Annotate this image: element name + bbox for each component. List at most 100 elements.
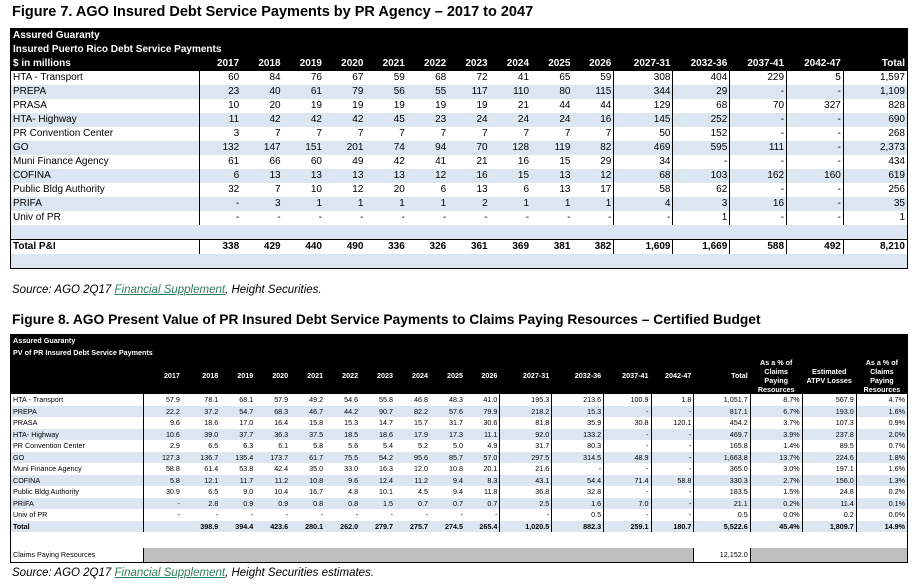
total-row: Total 398.9 394.4 423.6 280.1 262.0 279.7 275.7… [10,520,908,532]
total-cell: 280.1 [290,520,326,532]
table-cell: 1.6% [855,405,908,417]
column-header: 2022 [406,57,449,71]
table-cell: 1 [489,197,532,211]
table-cell: 8.3 [464,474,500,486]
table-cell: 100.9 [603,394,652,406]
table-cell: - [729,155,787,169]
table-row: PREPA 23 40 61 79 56 55 117 110 80 115 344 29- -1,109 [10,85,908,99]
column-header: 2024 [395,358,430,394]
table-cell: 365.0 [693,463,751,475]
table-cell: 43.1 [499,474,552,486]
column-header: 2026 [572,57,614,71]
table-cell: 58 [613,183,673,197]
table-cell: 61.4 [181,463,221,475]
table-cell: 4.8 [325,486,361,498]
table-row: HTA- Highway 11 42 42 42 45 23 24 24 24 16 145 252- -… [10,113,908,127]
table-cell: 1.5 [360,497,396,509]
table-cell: 23 [406,113,449,127]
table-cell: 2.8 [181,497,221,509]
table-cell: 6 [406,183,449,197]
table-cell: 30.9 [143,486,182,498]
table-cell: 1 [282,197,324,211]
table-cell: 7 [572,127,614,141]
table-cell: 68 [406,71,449,85]
table-cell: 12.1 [181,474,221,486]
table-cell: 14.7 [360,417,396,429]
table-cell: 59 [365,71,407,85]
table-cell: 11.2 [255,474,291,486]
table-cell: 4.9 [464,440,500,452]
table-cell: 19 [448,99,490,113]
total-cell: 1,020.5 [499,520,552,532]
table-cell: 95.6 [395,451,430,463]
table-cell: 15.8 [290,417,326,429]
claims-label: Claims Paying Resources [10,548,145,563]
table-cell: 10.1 [360,486,396,498]
table-cell: - [650,440,694,452]
table-cell: 218.2 [499,405,552,417]
table-cell: 23 [199,85,242,99]
table-cell: 201 [324,141,366,155]
table-row: PRIFA -3 1 1 1 1 2 1 1 1 4 3 16-35 [10,197,908,211]
row-label: HTA - Transport [10,71,201,85]
table-cell: - [729,85,787,99]
financial-supplement-link[interactable]: Financial Supplement [114,284,226,296]
table-cell: 89.5 [801,440,857,452]
table-cell: 229 [729,71,787,85]
total-cell: 381 [531,239,573,254]
table-cell: 34 [613,155,673,169]
source-text: Source: AGO 2Q17 [12,284,115,296]
total-cell: 429 [241,239,283,254]
table-cell: 35.9 [551,417,604,429]
row-label: GO [10,451,145,463]
table-row: COFINA 5.8 12.1 11.7 11.2 10.8 9.6 12.4 11.2 9.4 8… [10,474,908,486]
table-cell: 12.4 [360,474,396,486]
claims-value: 12,152.0 [693,548,751,563]
table-cell: 1 [672,211,730,225]
table-cell: 110 [489,85,532,99]
table-cell: 0.5 [693,509,751,521]
table-row: PREPA 22.2 37.2 54.7 68.3 46.7 44.2 90.7 82.2 57.… [10,405,908,417]
column-header: 2017 [143,358,182,394]
total-cell: 1,809.7 [801,520,857,532]
table-cell: 4 [613,197,673,211]
total-cell: 490 [324,239,366,254]
figure8-header-line: Assured Guaranty [10,334,908,347]
table-cell: 6.5 [181,440,221,452]
table-cell: 10.6 [143,428,182,440]
table-cell: 22.2 [143,405,182,417]
table-cell: - [650,428,694,440]
table-cell: 1.6 [551,497,604,509]
table-row: PR Convention Center 3 7 7 7 7 7 7 7 7 7 50 152- -268 [10,127,908,141]
total-cell: 274.5 [430,520,465,532]
table-row: PRASA 10 20 19 19 19 19 19 21 44 44 129 68 70 327 828 [10,99,908,113]
financial-supplement-link[interactable]: Financial Supplement [114,567,226,579]
table-cell: 17.3 [430,428,465,440]
table-cell: 3.0% [749,463,803,475]
total-cell: 1,669 [672,239,730,254]
table-cell: - [199,197,242,211]
table-cell: 4.7% [855,394,908,406]
table-row: PRASA 9.6 18.6 17.0 16.4 15.8 15.3 14.7 15.7 31.7… [10,417,908,429]
column-header: 2019 [282,57,324,71]
total-cell: 45.4% [749,520,803,532]
table-cell: 66 [241,155,283,169]
table-cell: 0.9 [255,497,291,509]
table-cell: 117 [448,85,490,99]
table-cell: 0.7 [395,497,430,509]
table-cell: 20 [241,99,283,113]
table-cell: 61 [282,85,324,99]
table-cell: 16.7 [290,486,326,498]
table-cell: 42 [282,113,324,127]
column-header: Estimated ATPV Losses [801,358,857,394]
table-cell: 55 [406,85,449,99]
total-cell [143,520,182,532]
table-cell: 1.6% [855,463,908,475]
table-cell: 44 [531,99,573,113]
table-cell: 595 [672,141,730,155]
total-cell: 8,210 [842,239,908,254]
table-cell: 9.4 [430,474,465,486]
table-cell: 39.0 [181,428,221,440]
figure8-source: Source: AGO 2Q17 Financial Supplement, H… [12,567,374,579]
table-cell: 18.6 [360,428,396,440]
